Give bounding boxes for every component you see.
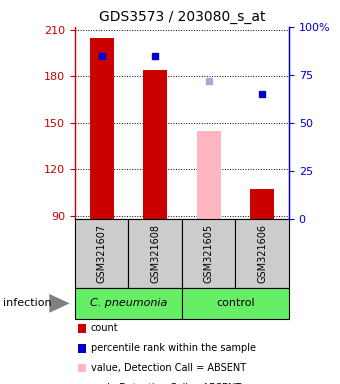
Text: count: count [91, 323, 118, 333]
Bar [250, 189, 274, 219]
Text: infection: infection [3, 298, 52, 308]
Bar [235, 219, 289, 288]
Text: percentile rank within the sample: percentile rank within the sample [91, 343, 256, 353]
Bar [89, 38, 114, 219]
Text: C. pneumonia: C. pneumonia [90, 298, 167, 308]
Bar [75, 288, 182, 319]
Text: GSM321608: GSM321608 [150, 224, 160, 283]
Text: GSM321605: GSM321605 [204, 224, 214, 283]
Text: GSM321607: GSM321607 [97, 224, 106, 283]
Bar [182, 288, 289, 319]
Text: GSM321606: GSM321606 [257, 224, 267, 283]
Text: value, Detection Call = ABSENT: value, Detection Call = ABSENT [91, 363, 246, 373]
Text: control: control [216, 298, 255, 308]
Bar [143, 70, 167, 219]
Bar [75, 219, 129, 288]
Bar [197, 131, 221, 219]
Polygon shape [49, 294, 70, 313]
Bar [182, 219, 235, 288]
Title: GDS3573 / 203080_s_at: GDS3573 / 203080_s_at [99, 10, 265, 25]
Bar [129, 219, 182, 288]
Text: rank, Detection Call = ABSENT: rank, Detection Call = ABSENT [91, 383, 241, 384]
